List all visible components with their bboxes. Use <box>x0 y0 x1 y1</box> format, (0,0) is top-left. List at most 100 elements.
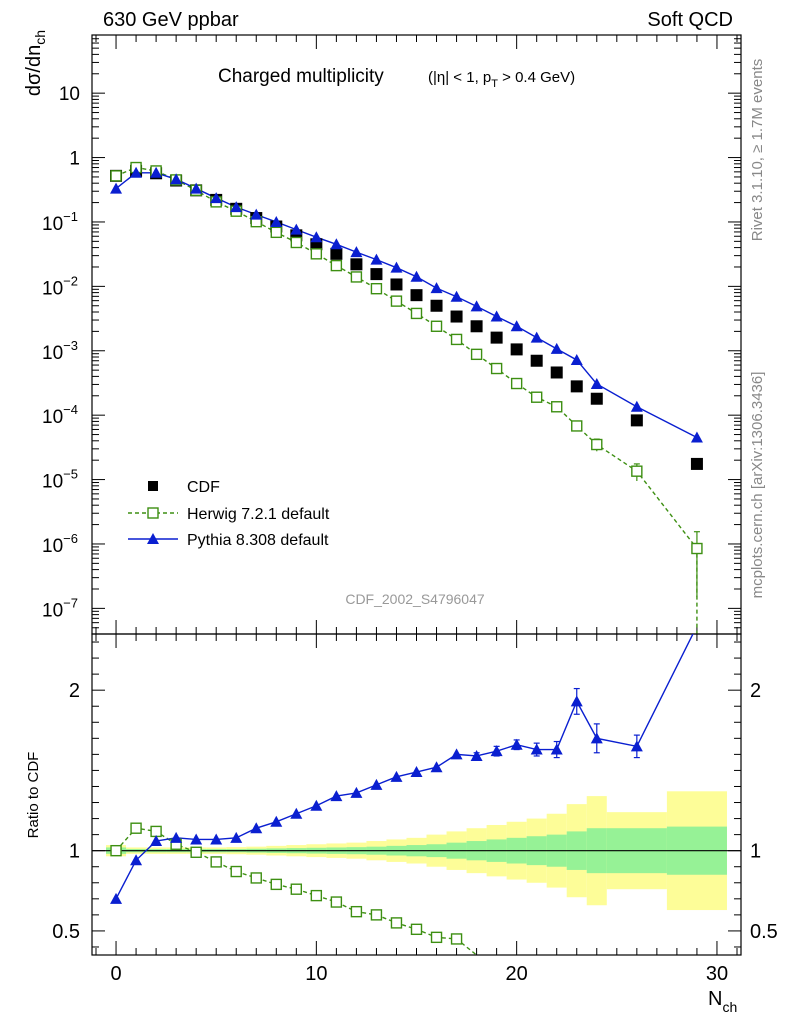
main-ytick-label-6: 10−5 <box>42 467 78 493</box>
herwig-point <box>571 420 583 432</box>
main-title-cuts: (|η| < 1, pT > 0.4 GeV) <box>428 69 575 90</box>
herwig-point <box>450 333 463 346</box>
ytick-mantissa: 10 <box>42 472 63 493</box>
herwig-point <box>270 226 282 239</box>
title-cut-eta: (|η| < 1, p <box>428 69 491 86</box>
ratio-pythia-point <box>130 854 143 866</box>
x-tick-label-0: 0 <box>110 963 121 985</box>
pythia-point <box>250 208 263 220</box>
cdf-point <box>450 310 463 323</box>
ratio-pythia-point <box>170 831 183 843</box>
ratio-pythia-point <box>450 748 463 760</box>
ratio-pythia-point <box>310 799 323 811</box>
cdf-point <box>690 457 703 470</box>
herwig-point <box>330 259 343 272</box>
ratio-pythia-point <box>370 778 383 790</box>
cdf-point <box>570 380 583 393</box>
ytick-mantissa: 10 <box>42 278 63 299</box>
cdf-point <box>630 414 643 427</box>
cdf-point <box>430 299 443 312</box>
main-ytick-label-5: 10−4 <box>42 402 78 428</box>
ratio-pythia-point <box>110 892 123 904</box>
ratio-pythia-point <box>250 822 263 834</box>
ratio-herwig-point <box>370 909 383 921</box>
pythia-point <box>410 270 423 282</box>
main-ytick-label-8: 10−7 <box>42 595 78 621</box>
pythia-point <box>490 310 503 322</box>
herwig-point <box>591 438 603 451</box>
pythia-point <box>330 238 343 250</box>
ratio-pythia-point <box>570 695 583 707</box>
ytick-exponent: −7 <box>63 595 78 610</box>
herwig-point <box>631 465 643 477</box>
cdf-point <box>390 278 403 291</box>
ratio-herwig-point <box>150 825 162 838</box>
pythia-point <box>370 253 383 265</box>
ratio-pythia-point <box>590 732 603 744</box>
herwig-line <box>115 166 698 634</box>
pythia-point <box>270 215 283 227</box>
herwig-point <box>530 391 543 403</box>
legend-label-herwig: Herwig 7.2.1 default <box>187 506 330 523</box>
herwig-point <box>110 170 122 182</box>
ratio-pythia-point <box>630 740 643 752</box>
pythia-line <box>115 172 698 439</box>
side-mcplots-label: mcplots.cern.ch [arXiv:1306.3436] <box>749 372 766 599</box>
herwig-point <box>691 542 703 555</box>
main-ytick-label-0: 10 <box>59 84 80 105</box>
pythia-point <box>170 173 183 185</box>
cdf-point <box>350 258 363 271</box>
x-axis-label: Nch <box>708 988 737 1015</box>
main-title: Charged multiplicity <box>218 66 384 87</box>
ratio-pythia-point <box>470 749 483 761</box>
herwig-point <box>310 248 323 260</box>
cdf-point <box>370 268 383 281</box>
herwig-point <box>470 348 483 361</box>
cdf-point <box>330 247 343 260</box>
legend-entry-herwig: Herwig 7.2.1 default <box>128 506 330 523</box>
ylabel-sub: ch <box>32 30 48 45</box>
ratio-pythia-point <box>290 807 303 819</box>
main-series-group <box>110 161 703 634</box>
ratio-pythia-point <box>530 743 543 755</box>
pythia-point <box>310 231 323 243</box>
ratio-herwig-point <box>190 846 202 858</box>
ratio-ytick-label-left-0: 0.5 <box>52 921 80 943</box>
pythia-point <box>450 290 463 302</box>
ratio-herwig-point <box>250 872 262 884</box>
ytick-exponent: −4 <box>63 402 78 417</box>
side-rivet-label: Rivet 3.1.10, ≥ 1.7M events <box>749 59 766 242</box>
ratio-pythia-point <box>210 833 223 845</box>
ratio-herwig-point <box>130 822 142 834</box>
legend-marker-cdf <box>148 481 158 491</box>
herwig-point <box>370 282 383 295</box>
pythia-point <box>130 166 143 178</box>
ratio-herwig-point <box>390 917 403 929</box>
ratio-pythia-point <box>190 833 203 845</box>
ytick-exponent: −2 <box>63 273 78 288</box>
legend-entry-cdf: CDF <box>148 479 220 496</box>
x-tick-label-2: 20 <box>506 963 528 985</box>
herwig-point <box>350 271 363 283</box>
ratio-ytick-label-right-1: 1 <box>750 841 761 863</box>
ratio-pythia-point <box>430 761 443 773</box>
ratio-ytick-label-left-2: 2 <box>69 680 80 702</box>
main-ytick-label-1: 1 <box>69 149 80 170</box>
cdf-point <box>590 392 603 405</box>
pythia-point <box>470 300 483 312</box>
x-tick-label-3: 30 <box>706 963 728 985</box>
herwig-point <box>430 320 443 332</box>
ratio-herwig-point <box>230 865 242 878</box>
ratio-herwig-point <box>450 933 463 945</box>
ratio-pythia-point <box>350 786 363 798</box>
watermark-label: CDF_2002_S4796047 <box>345 591 485 607</box>
pythia-point <box>550 342 563 354</box>
ratio-frame <box>91 633 742 956</box>
title-cut-pt: > 0.4 GeV) <box>498 69 575 86</box>
pythia-point <box>570 353 583 365</box>
pythia-point <box>210 192 223 204</box>
herwig-point <box>490 362 503 375</box>
legend: CDF Herwig 7.2.1 default Pythia 8.308 de… <box>128 479 330 549</box>
ratio-herwig-point <box>290 883 303 895</box>
